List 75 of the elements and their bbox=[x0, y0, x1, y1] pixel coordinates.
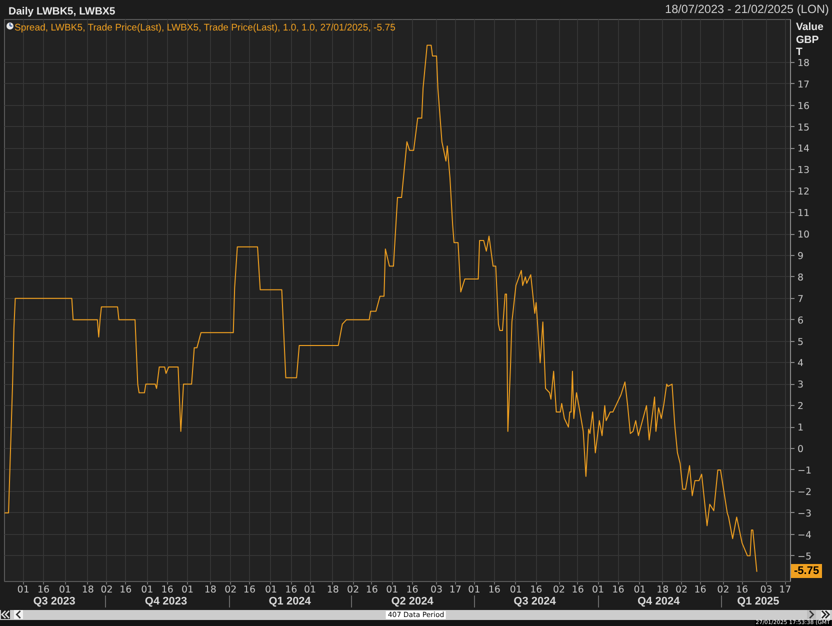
y-tick-label: 7 bbox=[798, 294, 804, 305]
x-tick-label: 16 bbox=[285, 584, 298, 596]
x-tick-label: 01 bbox=[468, 584, 480, 596]
x-tick-label: 18 bbox=[82, 584, 94, 596]
y-tick-label: 18 bbox=[798, 58, 810, 69]
x-tick-label: 02 bbox=[100, 584, 113, 596]
x-tick-label: 02 bbox=[717, 584, 730, 596]
y-tick-label: −1 bbox=[798, 465, 812, 476]
y-tick-label: 5 bbox=[798, 336, 804, 348]
x2-tick-label: Q2 2024 bbox=[391, 596, 434, 608]
x-tick-label: 18 bbox=[656, 584, 669, 596]
x-tick-label: 01 bbox=[264, 584, 278, 596]
annotation: -5.75 bbox=[791, 564, 822, 578]
y-tick-label: 17 bbox=[798, 79, 810, 90]
x-tick-label: 16 bbox=[406, 584, 418, 596]
y-tick-label: 12 bbox=[798, 186, 810, 198]
x-tick-label: 02 bbox=[224, 584, 237, 596]
x-tick-label: 18 bbox=[326, 584, 339, 596]
x2-tick-label: Q3 2023 bbox=[33, 596, 76, 608]
y-tick-label: 0 bbox=[798, 444, 804, 456]
x-tick-label: 02 bbox=[347, 584, 360, 596]
x2-tick-label: Q1 2024 bbox=[268, 596, 312, 608]
x-tick-label: 01 bbox=[634, 584, 646, 596]
x-tick-label: 16 bbox=[488, 584, 500, 596]
y-tick-label: 4 bbox=[798, 358, 804, 370]
x2-tick-label: Q4 2023 bbox=[144, 596, 188, 608]
y-tick-label: 6 bbox=[798, 315, 804, 326]
x-tick-label: 01 bbox=[59, 584, 72, 596]
line-series bbox=[4, 44, 758, 572]
x-tick-label: 01 bbox=[181, 584, 194, 596]
x-tick-label: 16 bbox=[694, 584, 706, 596]
y-tick-label: 1 bbox=[798, 422, 804, 434]
y-tick-label: −2 bbox=[798, 486, 812, 498]
x-tick-label: 18 bbox=[204, 584, 216, 596]
x-tick-label: 01 bbox=[17, 584, 30, 596]
y-tick-label: 15 bbox=[798, 122, 810, 134]
x-tick-label: 16 bbox=[243, 584, 256, 596]
y-tick-label: 8 bbox=[798, 272, 804, 284]
x-tick-label: 01 bbox=[592, 584, 604, 596]
x2-tick-label: Q4 2024 bbox=[638, 596, 681, 608]
x-tick-label: 16 bbox=[161, 584, 174, 596]
x-tick-label: 16 bbox=[37, 584, 50, 596]
x-tick-label: 03 bbox=[430, 584, 443, 596]
text: Spread, LWBK5, Trade Price(Last), LWBX5, Trade Price(Last), 1.0, 1.0, 27/01/2025, -5.75 bbox=[14, 22, 396, 34]
x-tick-label: 16 bbox=[530, 584, 542, 596]
x-tick-label: 17 bbox=[449, 584, 462, 596]
x-tick-label: 16 bbox=[120, 584, 132, 596]
x-tick-label: 01 bbox=[386, 584, 398, 596]
y-tick-label: 13 bbox=[798, 165, 810, 176]
x2-tick-label: Q1 2025 bbox=[737, 596, 780, 608]
x-tick-label: 16 bbox=[366, 584, 378, 596]
y-tick-label: 14 bbox=[798, 144, 810, 155]
y-tick-label: 9 bbox=[798, 250, 804, 262]
y-tick-label: 16 bbox=[798, 100, 810, 112]
y-tick-label: −3 bbox=[798, 508, 812, 520]
x-tick-label: 01 bbox=[141, 584, 154, 596]
x-tick-label: 17 bbox=[779, 584, 792, 596]
y-tick-label: 11 bbox=[798, 208, 810, 220]
chart-subtitle: 18/07/2023 - 21/02/2025 (LON) bbox=[665, 2, 829, 16]
y-tick-label: 2 bbox=[798, 401, 804, 412]
x2-tick-label: Q3 2024 bbox=[514, 596, 557, 608]
y-tick-label: −5 bbox=[798, 551, 812, 562]
y-axis-title: Value GBP T bbox=[796, 21, 824, 58]
x-tick-label: 02 bbox=[552, 584, 566, 596]
x-tick-label: 03 bbox=[760, 584, 772, 596]
y-tick-label: 3 bbox=[798, 380, 804, 391]
x-tick-label: 16 bbox=[736, 584, 748, 596]
chart-title: Daily LWBK5, LWBX5 bbox=[8, 6, 116, 18]
x-tick-label: 16 bbox=[612, 584, 624, 596]
x-tick-label: 02 bbox=[675, 584, 688, 596]
y-tick-label: −4 bbox=[798, 530, 812, 541]
y-tick-label: 10 bbox=[798, 230, 810, 241]
x-tick-label: 01 bbox=[510, 584, 522, 596]
x-tick-label: 01 bbox=[304, 584, 316, 596]
x-tick-label: 16 bbox=[572, 584, 584, 596]
